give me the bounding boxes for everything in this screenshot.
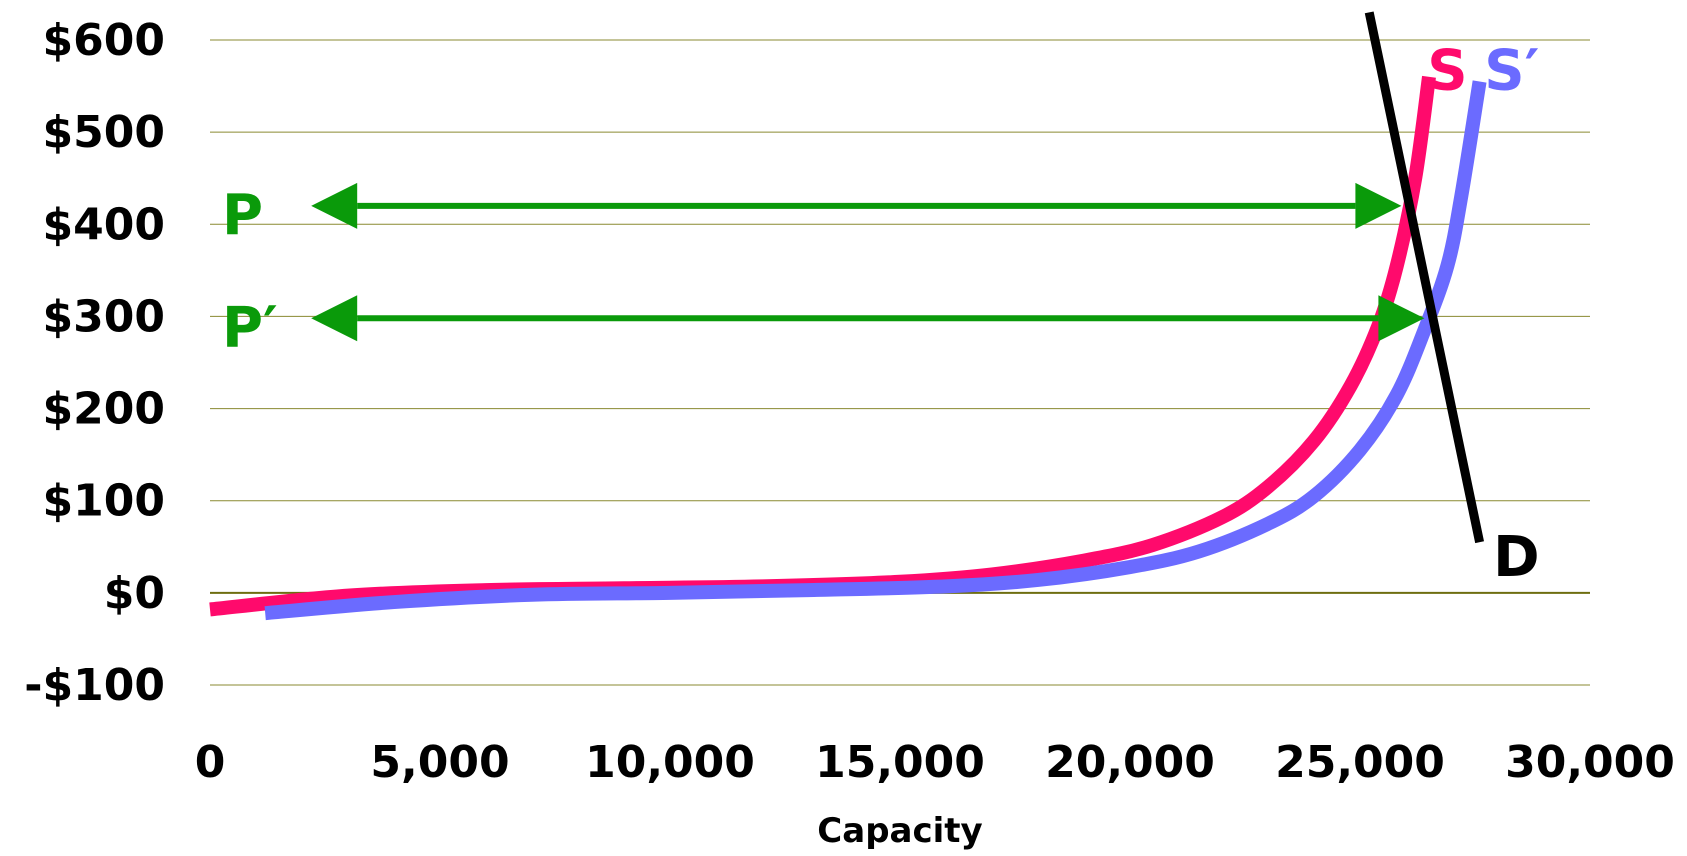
arrow-head-left (311, 182, 358, 229)
x-axis-title: Capacity (817, 811, 982, 851)
x-axis-tick-labels: 0 5,000 10,000 15,000 20,000 25,000 30,000 (195, 737, 1675, 788)
x-tick-label: 15,000 (815, 737, 985, 788)
arrow-head-right (1378, 295, 1425, 342)
x-tick-label: 30,000 (1505, 737, 1675, 788)
y-tick-label: $400 (43, 199, 165, 250)
supply-curve-s-prime (264, 80, 1487, 621)
arrow-head-right (1355, 182, 1402, 229)
x-tick-label: 20,000 (1045, 737, 1215, 788)
y-tick-label: $300 (43, 291, 165, 342)
y-tick-label: $500 (43, 107, 165, 158)
arrow-head-left (311, 295, 358, 342)
series-label-d: D (1493, 525, 1539, 590)
x-tick-label: 10,000 (585, 737, 755, 788)
x-tick-label: 0 (195, 737, 226, 788)
series-lines (209, 11, 1487, 621)
price-label-p-prime: P′ (222, 295, 278, 360)
y-tick-label: $0 (104, 568, 165, 619)
y-tick-label: -$100 (24, 660, 165, 711)
x-tick-label: 5,000 (370, 737, 509, 788)
series-labels: S S′ D (1427, 39, 1539, 590)
price-annotations: P P′ (222, 182, 1425, 360)
series-label-s: S (1427, 39, 1467, 104)
y-tick-label: $200 (43, 384, 165, 435)
demand-line-d (1364, 11, 1485, 544)
y-axis-tick-labels: -$100 $0 $100 $200 $300 $400 $500 $600 (24, 15, 165, 711)
x-tick-label: 25,000 (1275, 737, 1445, 788)
price-label-p: P (222, 183, 263, 248)
y-tick-label: $600 (43, 15, 165, 66)
y-tick-label: $100 (43, 476, 165, 527)
series-label-s-prime: S′ (1484, 39, 1539, 104)
